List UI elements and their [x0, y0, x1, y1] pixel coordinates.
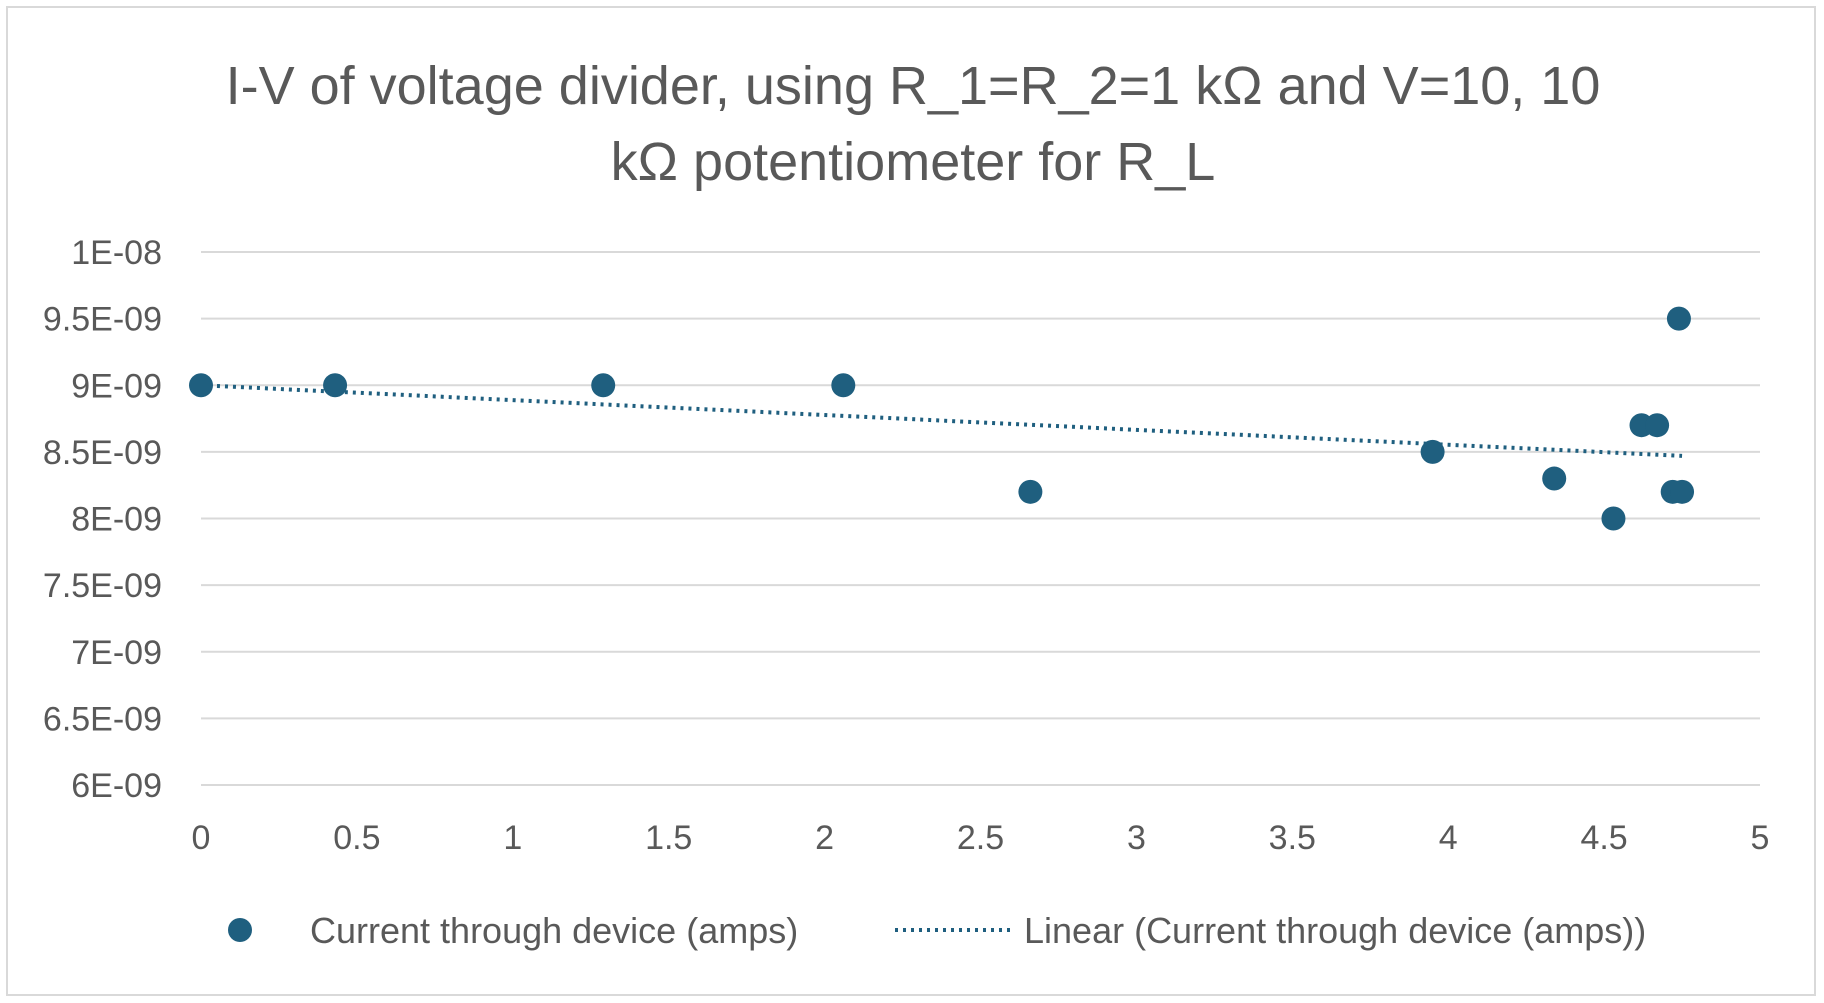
chart-title-line-1: I-V of voltage divider, using R_1=R_2=1 … — [225, 56, 1601, 116]
legend-label-trendline: Linear (Current through device (amps)) — [1024, 910, 1646, 951]
data-point — [1542, 466, 1567, 491]
data-point — [323, 373, 348, 398]
legend: Current through device (amps) Linear (Cu… — [228, 910, 1646, 951]
y-tick-label: 6E-09 — [71, 767, 162, 805]
data-point — [1670, 479, 1695, 504]
trendline — [200, 383, 1683, 458]
x-tick-label: 0 — [192, 819, 211, 857]
x-tick-label: 5 — [1751, 819, 1770, 857]
x-tick-label: 2.5 — [957, 819, 1004, 857]
data-point — [1601, 506, 1626, 531]
y-tick-label: 8.5E-09 — [43, 434, 162, 472]
data-point — [1645, 413, 1670, 438]
data-points — [189, 306, 1695, 531]
gridlines — [201, 251, 1760, 786]
x-axis-tick-labels: 0 0.5 1 1.5 2 2.5 3 3.5 4 4.5 5 — [192, 819, 1770, 857]
y-tick-label: 9.5E-09 — [43, 301, 162, 339]
y-tick-label: 8E-09 — [71, 501, 162, 539]
data-point — [591, 373, 616, 398]
data-point — [1018, 479, 1043, 504]
y-tick-label: 1E-08 — [71, 234, 162, 272]
x-tick-label: 4 — [1439, 819, 1458, 857]
y-tick-label: 6.5E-09 — [43, 700, 162, 738]
x-tick-label: 0.5 — [333, 819, 380, 857]
y-tick-label: 9E-09 — [71, 367, 162, 405]
x-tick-label: 3 — [1127, 819, 1146, 857]
x-tick-label: 1 — [503, 819, 522, 857]
legend-label-series: Current through device (amps) — [310, 910, 798, 951]
legend-marker-series — [228, 918, 252, 942]
x-tick-label: 1.5 — [645, 819, 692, 857]
chart-title: I-V of voltage divider, using R_1=R_2=1 … — [8, 48, 1818, 200]
y-tick-label: 7.5E-09 — [43, 567, 162, 605]
trendline-linear — [200, 383, 1683, 458]
data-point — [831, 373, 856, 398]
chart-frame: I-V of voltage divider, using R_1=R_2=1 … — [6, 6, 1816, 996]
x-tick-label: 2 — [815, 819, 834, 857]
y-axis-tick-labels: 6E-09 6.5E-09 7E-09 7.5E-09 8E-09 8.5E-09 9E-0… — [43, 234, 162, 805]
data-point — [189, 373, 213, 398]
data-point — [1420, 439, 1445, 464]
x-tick-label: 4.5 — [1580, 819, 1627, 857]
x-tick-label: 3.5 — [1269, 819, 1316, 857]
chart-title-line-2: kΩ potentiometer for R_L — [610, 132, 1216, 192]
y-tick-label: 7E-09 — [71, 634, 162, 672]
data-point — [1666, 306, 1691, 331]
